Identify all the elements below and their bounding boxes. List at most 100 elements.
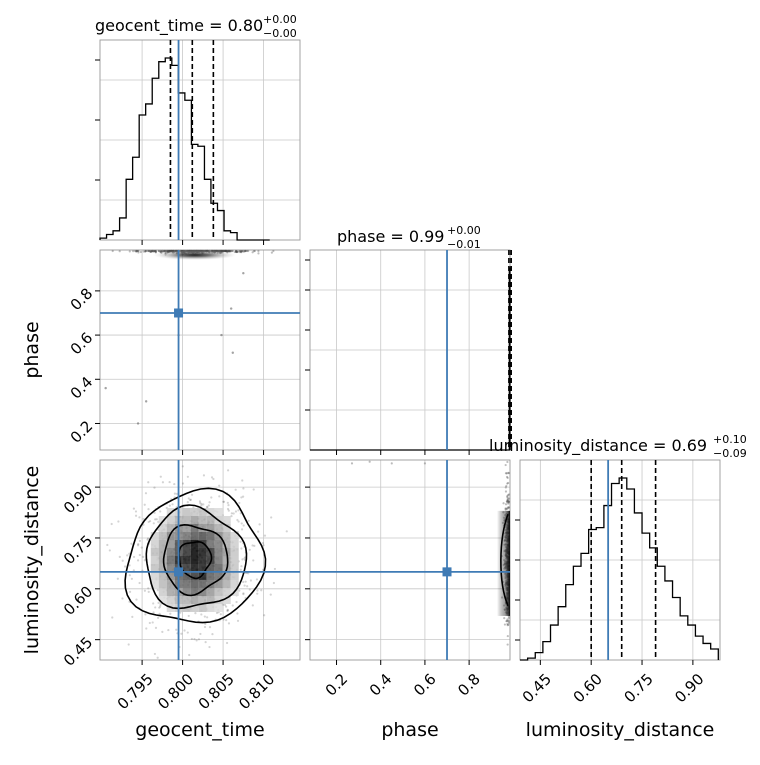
sample-point [138,581,141,585]
density-cell [150,556,159,564]
density-cell [182,580,191,588]
density-cell [206,532,215,540]
x-tick-label-luminosity-distance: 0.90 [671,670,707,706]
sample-point [169,612,172,615]
density-cell [214,580,223,588]
sample-point [507,471,510,474]
sample-point [507,620,510,623]
sample-point [240,528,244,531]
sample-point [111,249,114,253]
x-tick-label-geocent-time: 0.795 [114,670,157,713]
sample-point [225,249,228,253]
panel-phase-vs-geocent-time: 0.2 0.4 0.6 0.8 [67,249,301,455]
sample-point [240,547,243,550]
sample-point [147,587,150,590]
sample-point [507,500,510,503]
sample-point [108,549,111,552]
sample-point [145,249,148,253]
sample-point [219,613,222,616]
sample-point [127,643,130,646]
sample-point [228,249,232,253]
sample-point [183,629,186,632]
sample-point [181,482,185,485]
density-cell [214,524,223,532]
sample-point [111,616,114,619]
truth-marker [174,308,184,318]
density-edge [497,510,510,616]
sample-point [263,614,266,617]
density-cell [158,588,167,596]
title-geocent-time-sup: +0.00 [263,13,297,26]
sample-point [130,542,133,545]
sample-point [236,518,239,522]
contour-level-1 [124,487,267,624]
sample-point [506,497,509,500]
sample-point [180,632,183,635]
density-cell [214,548,223,556]
sample-point [146,249,149,253]
sample-point [138,553,141,557]
sample-point [270,251,274,254]
title-geocent-time-sub: −0.00 [263,27,297,40]
sample-point [260,589,263,592]
density-cell [190,532,199,540]
sample-point [423,462,427,465]
density-cell [182,556,191,564]
sample-point [144,249,147,253]
sample-point [285,530,288,533]
sample-point [247,572,250,575]
sample-point [242,249,245,253]
sample-point [153,652,156,656]
sample-point [121,559,124,562]
sample-point [208,501,211,504]
panel-geocent-time-hist: geocent_time = 0.80 +0.00 −0.00 [95,13,301,245]
sample-point [154,606,157,609]
sample-point [504,490,508,493]
sample-point [206,506,209,509]
sample-point [121,597,124,600]
sample-point [186,631,189,634]
sample-point [503,617,506,620]
sample-point [143,503,146,506]
sample-point [168,504,171,507]
sample-point [159,510,162,513]
sample-point [505,475,509,479]
sample-point [242,592,245,595]
density-cell [158,556,167,564]
density-cell [150,580,159,588]
density-cell [206,572,215,580]
sample-point [505,619,508,623]
title-geocent-time: geocent_time = 0.80 [95,16,263,36]
sample-point [244,580,247,583]
xlabel-phase: phase [381,719,438,741]
sample-point [220,333,223,337]
sample-point [152,522,155,525]
sample-point [154,626,158,629]
sample-point [132,507,136,510]
density-cell [166,556,175,564]
sample-point [148,621,151,625]
density-cell [230,548,239,556]
sample-point [150,250,153,253]
sample-point [153,250,157,253]
density-cell [182,532,191,540]
sample-point [156,656,159,659]
sample-point [225,249,228,253]
sample-point [231,249,234,253]
sample-point [207,504,210,507]
sample-point [173,492,177,495]
density-cell [214,572,223,580]
sample-point [153,486,156,489]
sample-point [507,497,511,500]
panel-phase-hist: phase = 0.99 +0.00 −0.01 [305,224,512,455]
sample-point [504,463,507,467]
density-cell [182,508,191,516]
sample-point [253,249,256,253]
sample-point [231,351,234,354]
contour-level-4 [178,540,213,580]
sample-point [222,500,226,503]
density-cell [182,596,191,604]
density-cell [206,524,215,532]
sample-point [247,249,250,253]
